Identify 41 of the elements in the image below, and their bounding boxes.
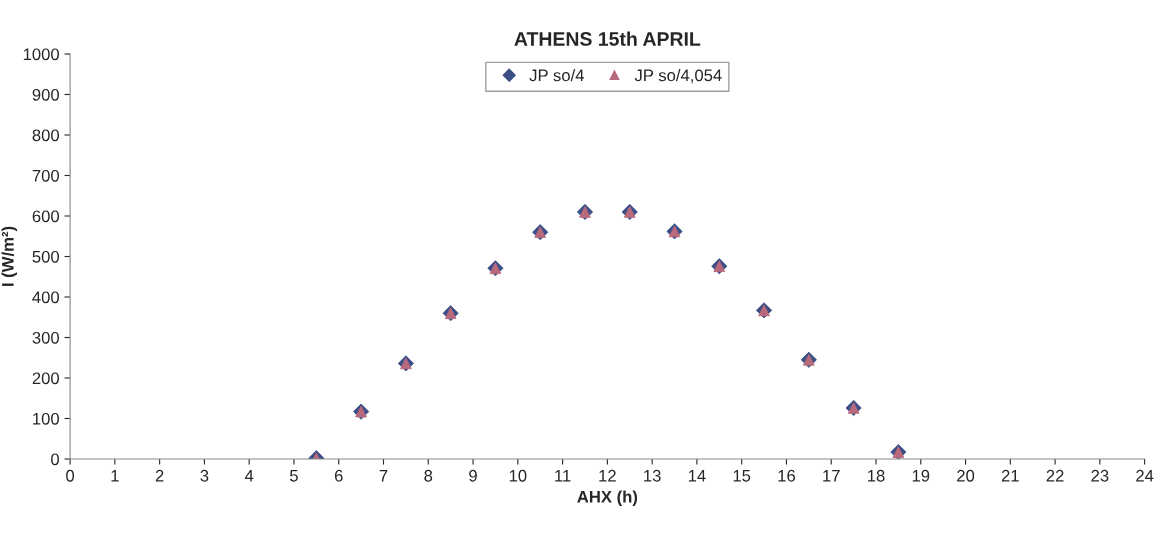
x-tick-label: 6 (334, 469, 343, 482)
x-tick-label: 16 (778, 469, 795, 482)
x-tick-label: 1 (111, 470, 119, 482)
x-tick-label: 3 (200, 469, 209, 482)
x-tick-label: 15 (733, 470, 751, 482)
x-tick-label: 12 (599, 469, 616, 482)
y-tick-label: 300 (32, 331, 60, 344)
x-tick-label: 23 (1091, 469, 1109, 482)
y-tick-label: 0 (51, 453, 60, 466)
x-tick-label: 20 (957, 469, 975, 482)
y-axis-title: I (W/m²) (1, 226, 18, 286)
x-tick-label: 19 (912, 469, 930, 482)
x-tick-label: 9 (469, 469, 477, 482)
y-tick-label: 400 (32, 291, 60, 304)
y-tick-label: 600 (32, 210, 60, 223)
y-tick-label: 1000 (23, 48, 60, 61)
x-tick-label: 5 (289, 470, 298, 482)
x-tick-label: 7 (379, 470, 388, 482)
x-tick-label: 4 (244, 470, 254, 482)
x-tick-label: 18 (868, 469, 885, 482)
y-tick-label: 200 (32, 372, 60, 385)
x-tick-label: 0 (66, 469, 75, 482)
x-tick-label: 8 (424, 469, 433, 482)
x-tick-label: 22 (1046, 469, 1064, 482)
legend-label: JP so/4,054 (634, 69, 722, 84)
x-tick-label: 17 (823, 470, 840, 482)
y-tick-label: 900 (32, 88, 60, 101)
x-tick-label: 24 (1136, 469, 1154, 482)
x-tick-label: 14 (688, 470, 706, 482)
x-axis-title: AHX (h) (577, 490, 638, 507)
x-tick-label: 2 (155, 469, 164, 482)
chart-title: ATHENS 15th APRIL (514, 31, 701, 46)
legend-label: JP so/4 (529, 69, 584, 82)
x-tick-label: 21 (1001, 469, 1019, 482)
x-tick-label: 10 (509, 469, 527, 482)
y-tick-label: 500 (32, 250, 60, 263)
y-tick-label: 100 (33, 412, 60, 425)
x-tick-label: 13 (644, 469, 661, 482)
y-tick-label: 700 (32, 169, 60, 182)
y-tick-label: 800 (32, 129, 60, 142)
x-tick-label: 11 (555, 470, 571, 482)
